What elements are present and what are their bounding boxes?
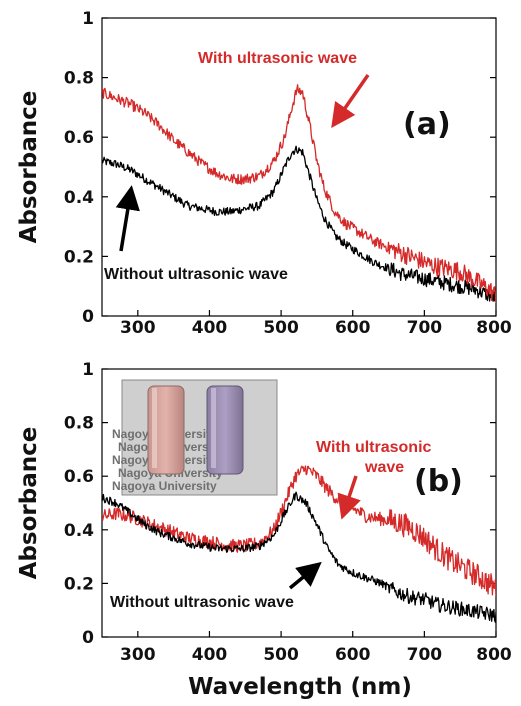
panel-b-x-tick-labels: 300 400 500 600 700 800 xyxy=(120,645,512,665)
x-tick-label: 400 xyxy=(192,645,228,665)
y-tick-label: 0 xyxy=(82,628,94,648)
panel-a-x-tick-labels: 300 400 500 600 700 800 xyxy=(120,318,512,338)
x-tick-label: 700 xyxy=(407,645,443,665)
panel-a-ticks xyxy=(102,17,497,317)
photo-text-line: Nagoya University xyxy=(112,479,217,493)
panel-a: 300 400 500 600 700 800 0 0.2 0.4 0.6 0.… xyxy=(16,9,512,338)
x-tick-label: 800 xyxy=(476,645,512,665)
with-wave-series-line xyxy=(102,84,496,304)
panel-a-series xyxy=(102,84,496,304)
y-tick-label: 0.2 xyxy=(64,247,94,267)
x-tick-label: 300 xyxy=(120,318,156,338)
y-tick-label: 0.2 xyxy=(64,574,94,594)
panel-a-tag: (a) xyxy=(403,107,451,142)
vials-photo-inset: Nagoya University Nagoya University Nago… xyxy=(112,379,278,496)
panel-b: 300 400 500 600 700 800 0 0.2 0.4 0.6 0.… xyxy=(16,360,512,700)
y-tick-label: 0 xyxy=(82,307,94,327)
y-tick-label: 0.4 xyxy=(64,188,94,208)
panel-b-frame xyxy=(101,368,497,638)
panel-b-y-tick-labels: 0 0.2 0.4 0.6 0.8 1 xyxy=(64,360,94,648)
pink-vial xyxy=(147,385,185,475)
y-tick-label: 1 xyxy=(82,9,94,29)
without-wave-arrow-b xyxy=(288,561,322,590)
with-wave-arrow-b xyxy=(337,475,361,520)
with-wave-arrow-a xyxy=(331,74,370,129)
x-tick-label: 300 xyxy=(120,645,156,665)
panel-b-x-axis-label: Wavelength (nm) xyxy=(188,674,412,700)
y-tick-label: 0.8 xyxy=(64,69,94,89)
y-tick-label: 1 xyxy=(82,360,94,380)
panel-a-y-axis-label: Absorbance xyxy=(16,91,42,244)
without-wave-series-line xyxy=(102,491,496,623)
panel-b-series xyxy=(102,465,496,623)
y-tick-label: 0.8 xyxy=(64,414,94,434)
panel-a-y-tick-labels: 0 0.2 0.4 0.6 0.8 1 xyxy=(64,9,94,327)
with-wave-label-b-line1: With ultrasonic xyxy=(316,439,432,456)
without-wave-series-line xyxy=(102,145,496,302)
x-tick-label: 600 xyxy=(335,645,371,665)
x-tick-label: 800 xyxy=(476,318,512,338)
x-tick-label: 500 xyxy=(263,318,299,338)
without-wave-arrow-a xyxy=(115,185,140,252)
panel-b-tag: (b) xyxy=(414,464,463,499)
y-tick-label: 0.6 xyxy=(64,128,94,148)
without-wave-label-a: Without ultrasonic wave xyxy=(104,266,288,283)
x-tick-label: 700 xyxy=(407,318,443,338)
with-wave-series-line xyxy=(102,465,496,597)
x-tick-label: 500 xyxy=(263,645,299,665)
panel-b-y-axis-label: Absorbance xyxy=(16,427,42,580)
panel-a-frame xyxy=(101,17,497,317)
panel-b-ticks xyxy=(102,368,497,638)
with-wave-label-a: With ultrasonic wave xyxy=(198,50,357,67)
y-tick-label: 0.6 xyxy=(64,467,94,487)
x-tick-label: 400 xyxy=(192,318,228,338)
x-tick-label: 600 xyxy=(335,318,371,338)
without-wave-label-b: Without ultrasonic wave xyxy=(110,594,294,611)
purple-vial xyxy=(206,385,244,475)
with-wave-label-b-line2: wave xyxy=(364,459,404,476)
y-tick-label: 0.4 xyxy=(64,521,94,541)
